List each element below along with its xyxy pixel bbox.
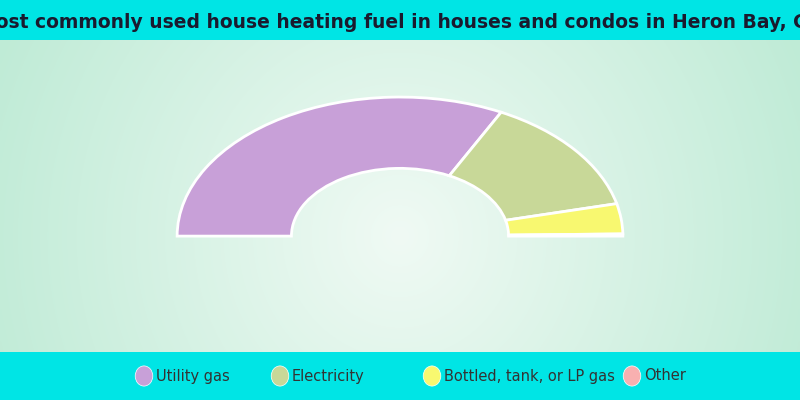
Ellipse shape	[623, 366, 641, 386]
Wedge shape	[506, 204, 623, 235]
Text: Most commonly used house heating fuel in houses and condos in Heron Bay, GA: Most commonly used house heating fuel in…	[0, 12, 800, 32]
Ellipse shape	[271, 366, 289, 386]
Text: Utility gas: Utility gas	[156, 368, 230, 384]
Ellipse shape	[423, 366, 441, 386]
Wedge shape	[177, 97, 501, 236]
Wedge shape	[509, 234, 623, 236]
Wedge shape	[450, 112, 617, 220]
Text: Other: Other	[644, 368, 686, 384]
Text: Electricity: Electricity	[292, 368, 365, 384]
Text: Bottled, tank, or LP gas: Bottled, tank, or LP gas	[444, 368, 615, 384]
Ellipse shape	[135, 366, 153, 386]
